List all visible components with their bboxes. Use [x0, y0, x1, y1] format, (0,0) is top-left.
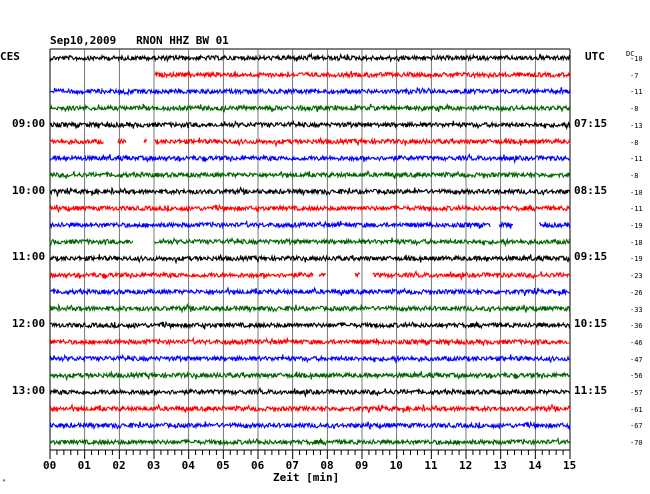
dc-offset-label: -47	[630, 355, 643, 364]
right-timezone-label: UTC	[585, 50, 605, 63]
dc-offset-label: -8	[630, 171, 639, 180]
x-tick-label: 10	[389, 459, 403, 472]
seismogram-trace	[49, 320, 571, 330]
seismogram-trace	[49, 119, 571, 131]
x-tick-label: 07	[285, 459, 299, 472]
x-tick-label: 13	[493, 459, 507, 472]
dc-offset-label: -8	[630, 105, 639, 114]
seismogram-trace	[49, 403, 571, 414]
x-tick-label: 14	[528, 459, 542, 472]
dc-offset-label: -57	[630, 389, 643, 397]
seismogram-trace	[49, 136, 571, 148]
dc-offset-label: -33	[630, 305, 643, 314]
right-time-label: 07:15	[574, 116, 608, 130]
dc-offset-label: -56	[630, 372, 643, 381]
seismogram-trace	[49, 353, 571, 364]
left-time-label: 09:00	[12, 116, 46, 130]
seismogram-trace	[49, 87, 571, 97]
x-tick-label: 12	[459, 459, 473, 472]
x-tick-label: 02	[112, 459, 126, 472]
chart-title: Sep10,2009 RNON HHZ BW 01	[50, 34, 229, 47]
dc-offset-label: -26	[630, 288, 643, 297]
dc-offset-label: -11	[630, 205, 643, 214]
seismogram-trace	[49, 253, 571, 265]
dc-offset-label: -61	[630, 405, 643, 414]
seismogram-trace	[49, 52, 571, 63]
dc-offset-label: -70	[630, 439, 643, 448]
seismogram-trace	[49, 286, 571, 297]
left-timezone-label: CES	[0, 50, 20, 63]
dc-offset-label: -10	[630, 55, 643, 63]
x-tick-label: 03	[147, 459, 161, 472]
seismogram-trace	[49, 420, 571, 431]
seismogram-trace	[49, 219, 571, 230]
seismogram-trace	[49, 370, 571, 382]
x-tick-label: 04	[181, 459, 195, 472]
seismogram-trace	[49, 186, 571, 198]
dc-offset-label: -46	[630, 338, 643, 347]
x-tick-label: 00	[43, 459, 57, 472]
seismogram-trace	[49, 236, 571, 248]
x-tick-label: 05	[216, 459, 230, 472]
x-axis-label: Zeit [min]	[273, 471, 340, 484]
seismogram-trace	[49, 103, 571, 113]
seismogram-trace	[49, 203, 571, 213]
dc-offset-label: -67	[630, 422, 643, 431]
x-tick-label: 06	[251, 459, 265, 472]
x-tick-label: 15	[563, 459, 577, 472]
seismogram-trace	[154, 70, 571, 80]
right-time-label: 09:15	[574, 250, 608, 264]
dc-offset-label: -19	[630, 255, 643, 264]
left-time-label: 11:00	[12, 250, 46, 264]
dc-offset-label: -8	[630, 138, 639, 147]
dc-offset-label: -19	[630, 222, 643, 230]
left-time-label: 13:00	[12, 384, 46, 397]
x-tick-label: 01	[77, 459, 91, 472]
right-time-label: 11:15	[574, 384, 608, 397]
seismogram-trace	[49, 336, 571, 347]
seismogram-trace	[49, 386, 571, 399]
corner-mark: ᴬ	[2, 478, 7, 486]
dc-offset-label: -13	[630, 121, 643, 130]
right-time-label: 10:15	[574, 317, 608, 331]
dc-offset-label: -7	[630, 71, 639, 80]
left-time-label: 10:00	[12, 183, 46, 197]
dc-header-label: DC	[626, 50, 635, 58]
left-time-label: 12:00	[12, 317, 46, 331]
x-tick-label: 09	[355, 459, 369, 472]
dc-offset-label: -11	[630, 88, 643, 97]
seismogram-trace	[49, 152, 571, 165]
seismogram-trace	[49, 436, 571, 447]
x-tick-label: 11	[424, 459, 438, 472]
dc-offset-label: -23	[630, 272, 643, 281]
dc-offset-label: -36	[630, 322, 643, 331]
right-time-label: 08:15	[574, 183, 608, 197]
seismogram-trace	[49, 269, 571, 282]
x-tick-label: 08	[320, 459, 334, 472]
seismogram-trace	[49, 302, 571, 314]
dc-offset-label: -10	[630, 188, 643, 197]
dc-offset-label: -11	[630, 155, 643, 164]
seismogram-trace	[49, 169, 571, 180]
dc-offset-label: -18	[630, 238, 643, 247]
